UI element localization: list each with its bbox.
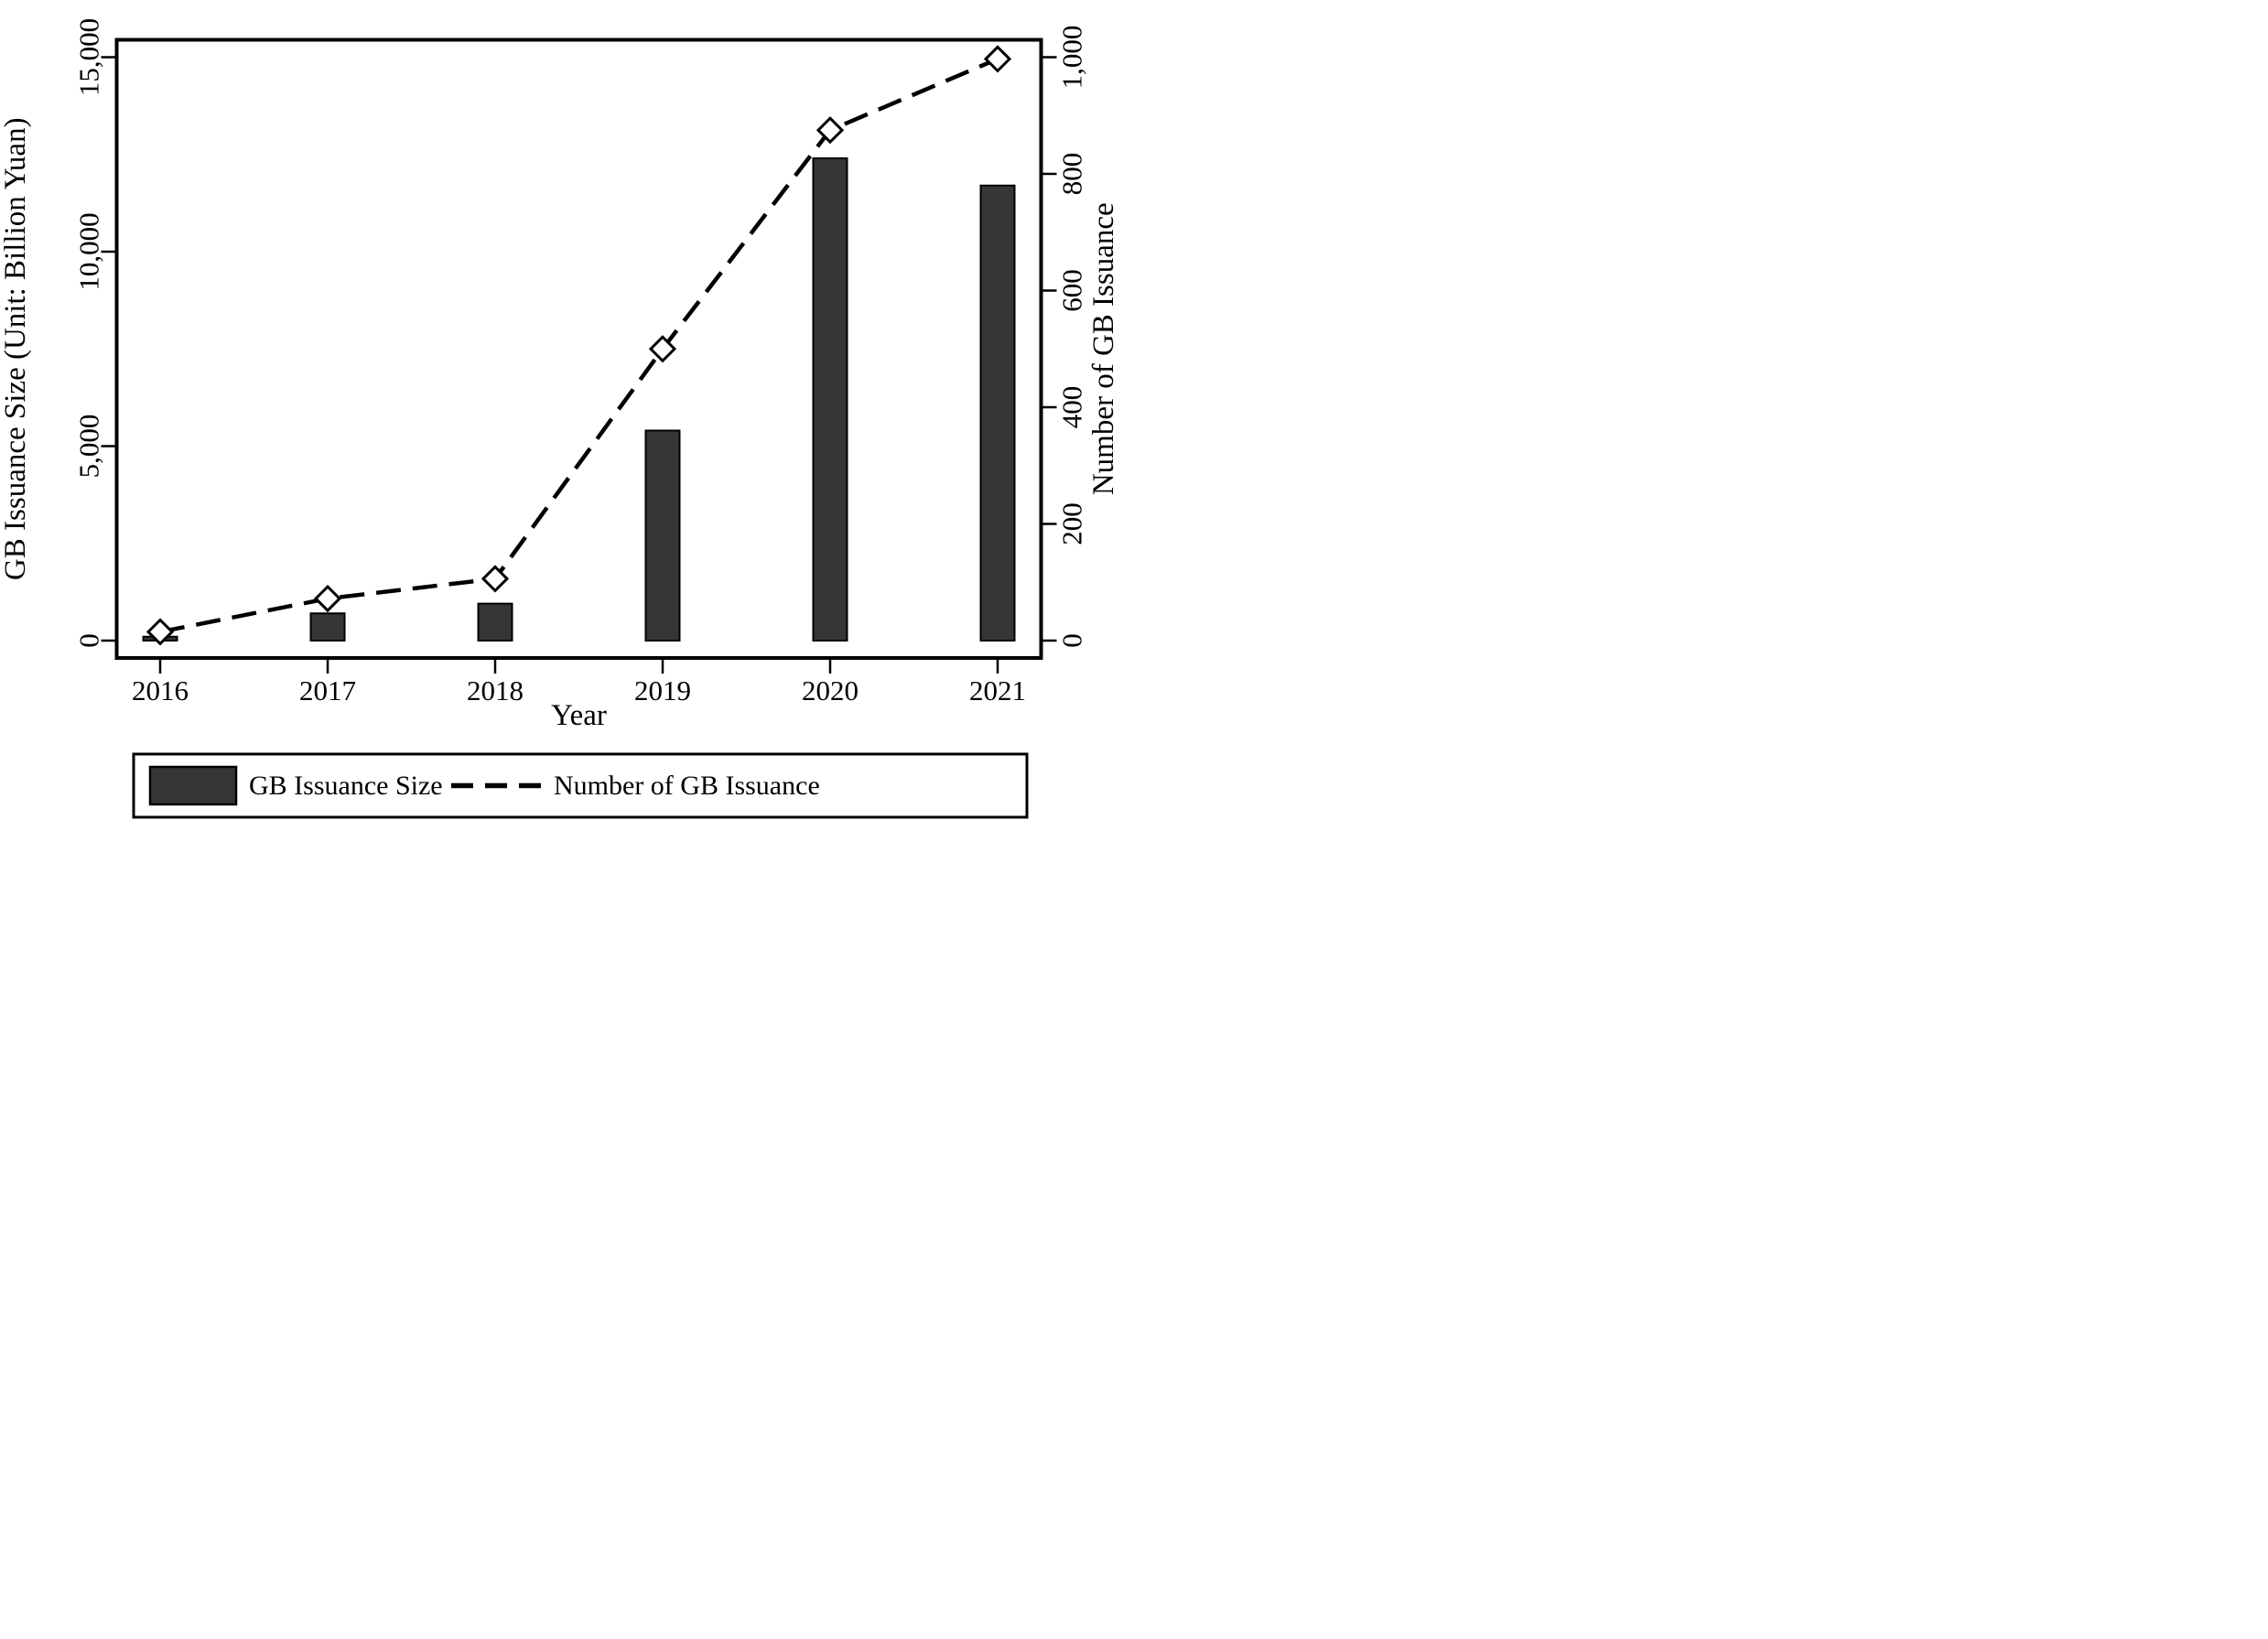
dashed-line: [159, 57, 999, 634]
right-axis-tick-label: 800: [1056, 153, 1088, 196]
line-series: [146, 45, 1012, 646]
legend: GB Issuance Size Number of GB Issuance: [132, 752, 1029, 819]
right-axis-tick-label: 200: [1056, 502, 1088, 545]
right-axis-tick-label: 600: [1056, 269, 1088, 312]
x-axis-tick-label: 2019: [634, 674, 691, 706]
chart-page: 0 5,000 10,000 15,000 0 200 400 600 800 1,000 2016…: [0, 0, 1134, 820]
left-axis-title: GB Issuance Size (Unit: Billion Yuan): [0, 117, 32, 580]
x-axis-tick-label: 2021: [969, 674, 1026, 706]
line-marker-2017: [313, 584, 342, 613]
legend-box: [132, 752, 1029, 819]
bar-2020: [812, 157, 848, 642]
bar-2019: [644, 429, 681, 642]
axis-ticks: 0 5,000 10,000 15,000 0 200 400 600 800 1,000 2016…: [73, 18, 1088, 706]
line-marker-2019: [648, 335, 677, 363]
right-axis-title: Number of GB Issuance: [1087, 202, 1120, 495]
legend-label-line: Number of GB Issuance: [554, 771, 820, 801]
bar-2017: [309, 612, 346, 642]
legend-bar-swatch: [148, 765, 238, 806]
x-axis-tick-label: 2017: [299, 674, 356, 706]
left-axis-tick-label: 5,000: [73, 415, 105, 479]
left-axis-tick-label: 0: [73, 633, 105, 648]
legend-label-bar: GB Issuance Size: [249, 771, 443, 801]
x-axis-title: Year: [551, 699, 607, 732]
right-axis-tick-label: 0: [1056, 633, 1088, 648]
bar-2021: [979, 184, 1016, 642]
bar-2018: [477, 602, 513, 642]
right-axis-tick-label: 1,000: [1056, 26, 1088, 90]
right-axis-tick-label: 400: [1056, 386, 1088, 429]
bar-series: [142, 157, 1016, 642]
line-marker-2020: [815, 116, 845, 145]
line-marker-2018: [481, 565, 510, 593]
left-axis-tick-label: 10,000: [73, 212, 105, 290]
line-marker-2016: [146, 618, 175, 646]
x-axis-tick-label: 2020: [802, 674, 859, 706]
line-marker-2021: [983, 45, 1012, 73]
x-axis-tick-label: 2016: [132, 674, 189, 706]
plot-frame: [114, 38, 1043, 660]
left-axis-tick-label: 15,000: [73, 18, 105, 96]
x-axis-tick-label: 2018: [467, 674, 524, 706]
dual-axis-chart: 0 5,000 10,000 15,000 0 200 400 600 800 1,000 2016…: [0, 18, 1120, 819]
